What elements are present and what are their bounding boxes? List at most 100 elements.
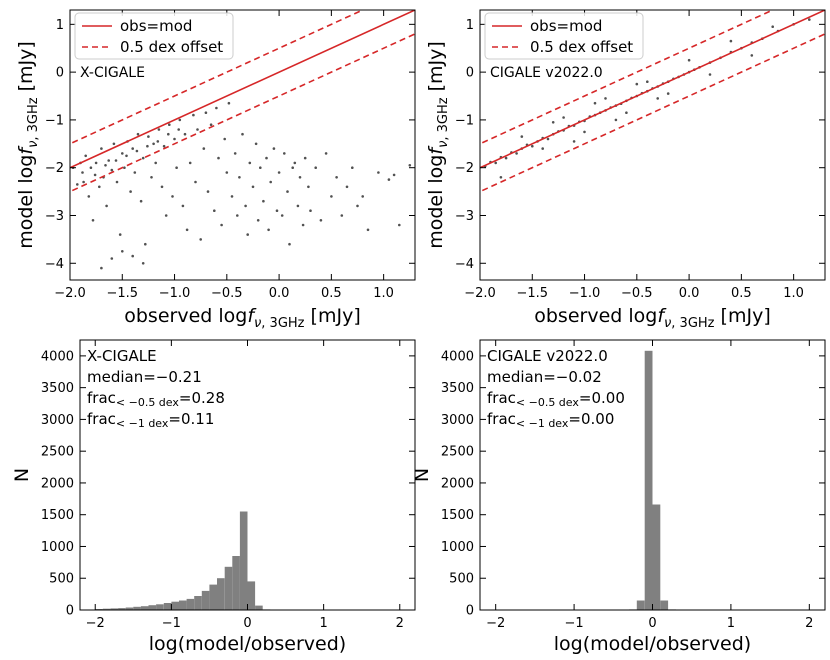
x-tick-label: −2 — [86, 616, 105, 631]
data-point — [181, 204, 185, 208]
data-point — [277, 171, 281, 174]
y-tick-label: −2 — [455, 161, 474, 176]
data-point — [139, 199, 143, 203]
x-axis-label: log(model/observed) — [554, 633, 751, 655]
y-tick-label: −4 — [455, 257, 474, 272]
data-point — [112, 142, 116, 146]
data-point — [110, 257, 114, 260]
histogram-bar — [255, 605, 263, 610]
data-point — [307, 185, 310, 189]
data-point — [133, 171, 137, 174]
data-point — [298, 176, 302, 179]
data-point — [398, 223, 401, 227]
data-point — [215, 106, 218, 110]
annotation-title: X-CIGALE — [87, 347, 157, 365]
x-tick-label: 1 — [319, 616, 327, 631]
legend-label: 0.5 dex offset — [530, 38, 633, 56]
x-axis-label: log(model/observed) — [149, 633, 346, 655]
y-tick-label: −3 — [45, 209, 64, 224]
data-point — [251, 185, 255, 189]
panel-top-right: −2.0 −1.5 −1.0 −0.5 0.0 0.5 1.0 −4 −3 −2 −1 0 1 obser… — [425, 9, 826, 331]
histogram-bar — [194, 596, 202, 610]
data-point — [750, 54, 754, 57]
x-tick-label: −1.0 — [159, 286, 191, 301]
legend-box — [484, 12, 644, 60]
histogram-bar — [239, 511, 248, 610]
data-point — [269, 180, 273, 184]
data-point — [254, 142, 258, 146]
histogram-bar — [118, 608, 126, 610]
data-point — [531, 144, 534, 148]
x-tick-label: −1.0 — [569, 286, 601, 301]
x-tick-label: −0.5 — [211, 286, 243, 301]
legend: obs=mod 0.5 dex offset — [484, 12, 644, 60]
y-axis-label: N — [411, 468, 433, 482]
data-point — [494, 161, 498, 165]
histogram-bar — [224, 566, 233, 610]
data-point — [156, 140, 160, 143]
data-point — [167, 132, 170, 136]
data-point — [220, 223, 223, 227]
data-point — [104, 164, 107, 167]
histogram-bar — [201, 590, 210, 610]
data-point — [100, 266, 103, 270]
y-tick-label: 3500 — [41, 381, 74, 396]
y-tick-label: 0 — [466, 604, 474, 619]
x-tick-label: 0 — [648, 616, 656, 631]
histogram-bar — [133, 606, 141, 610]
data-point — [309, 209, 312, 212]
data-point — [204, 111, 208, 114]
histogram-bar — [644, 350, 653, 610]
data-point — [152, 142, 155, 146]
data-point — [635, 82, 639, 86]
data-point — [241, 132, 244, 136]
data-point — [387, 178, 391, 181]
data-point — [125, 154, 128, 158]
histogram-bar — [232, 556, 240, 610]
annotation-frac-05: frac< −0.5 dex=0.00 — [487, 389, 625, 409]
data-point — [202, 147, 206, 150]
y-tick-label: 0 — [466, 66, 474, 81]
one-to-one-line — [480, 10, 825, 169]
x-tick-label: −1.5 — [516, 286, 548, 301]
data-point — [296, 204, 300, 208]
plot-area — [70, 10, 415, 270]
x-tick-label: 1.0 — [373, 286, 394, 301]
data-point — [129, 190, 132, 193]
data-point — [147, 135, 150, 138]
data-point — [272, 147, 276, 150]
data-point — [118, 233, 122, 236]
data-point — [687, 58, 691, 62]
y-axis-label: model logfν, 3GHz [mJy] — [425, 41, 451, 249]
data-point — [335, 176, 338, 179]
data-point — [100, 147, 103, 150]
data-point — [262, 199, 265, 203]
data-point — [324, 152, 328, 155]
data-point — [351, 166, 354, 169]
y-tick-label: −2 — [45, 161, 64, 176]
histogram-bar — [125, 607, 134, 610]
data-point — [141, 156, 145, 160]
data-point — [377, 171, 380, 174]
data-point — [136, 132, 140, 136]
data-point — [572, 140, 576, 143]
histogram-bar — [660, 600, 669, 610]
offset-line — [70, 10, 365, 145]
data-point — [546, 137, 550, 141]
histogram-bar — [102, 608, 111, 610]
data-point — [164, 214, 168, 217]
data-point — [87, 195, 91, 198]
y-tick-label: 1 — [56, 18, 64, 33]
data-point — [146, 144, 149, 148]
y-tick-label: 1000 — [441, 540, 474, 555]
data-point — [115, 180, 119, 184]
histogram-bar — [163, 603, 172, 610]
data-point — [238, 176, 241, 179]
plot-area — [629, 350, 676, 610]
legend-box — [74, 12, 234, 60]
histogram-bar — [186, 598, 195, 610]
data-point — [131, 147, 134, 150]
data-point — [515, 152, 518, 155]
data-point — [366, 228, 370, 232]
